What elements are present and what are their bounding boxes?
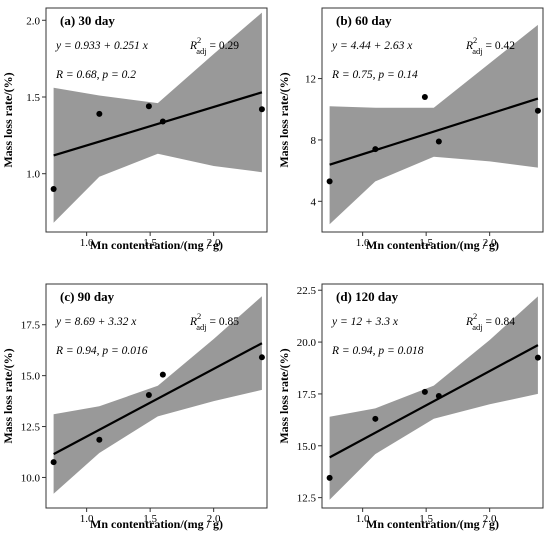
y-tick-label: 4 [311, 196, 317, 208]
y-tick-label: 22.5 [297, 285, 317, 297]
regression-equation: y = 4.44 + 2.63 x [331, 40, 413, 52]
x-tick-label: 2.0 [207, 237, 221, 249]
plot-frame [45, 283, 268, 509]
data-point-5 [258, 106, 265, 113]
r-squared-adjusted: R2 adj = 0.42 [465, 35, 515, 56]
data-point-1 [50, 186, 57, 193]
r-squared-adjusted: R2 adj = 0.84 [465, 311, 515, 332]
x-axis-title: Mn contentration/(mg / g) [366, 238, 499, 252]
regression-line [329, 97, 539, 166]
r-p-values: R = 0.75, p = 0.14 [331, 69, 418, 81]
plot-frame [321, 7, 544, 233]
data-point-3 [145, 391, 152, 398]
r-p-values: R = 0.94, p = 0.018 [331, 345, 424, 357]
y-axis-title: Mass loss rate/(%) [277, 72, 291, 167]
data-point-4 [159, 118, 166, 125]
data-point-5 [534, 107, 541, 114]
panel-title: (c) 90 day [60, 289, 115, 304]
x-axis-title: Mn contentration/(mg / g) [90, 517, 223, 531]
panel-title: (d) 120 day [336, 289, 399, 304]
r-squared-adjusted: R2 adj = 0.85 [189, 311, 239, 332]
data-point-3 [145, 103, 152, 110]
x-tick-label: 1.0 [80, 237, 94, 249]
r-squared-adjusted: R2 adj = 0.29 [189, 35, 239, 56]
x-tick-label: 1.5 [143, 513, 157, 525]
panel-1: 1.0 1.5 2.01.01.52.0Mn contentration/(mg /… [1, 7, 268, 252]
confidence-band [329, 296, 538, 500]
y-tick-label: 12.5 [21, 422, 41, 434]
y-tick-label: 15.0 [21, 371, 41, 383]
plot-frame [45, 7, 268, 233]
panel-title: (b) 60 day [336, 13, 392, 28]
regression-line [53, 91, 263, 157]
x-tick-label: 2.0 [483, 237, 497, 249]
r-p-values: R = 0.68, p = 0.2 [55, 69, 136, 81]
data-point-4 [159, 371, 166, 378]
data-point-2 [96, 110, 103, 117]
x-tick-label: 2.0 [483, 513, 497, 525]
data-point-4 [435, 393, 442, 399]
regression-line [53, 342, 263, 456]
panel-2: 1.0 1.5 2.0 4 8 12 Mn contentration/(mg / g) Ma… [277, 7, 544, 252]
regression-equation: y = 8.69 + 3.32 x [55, 316, 137, 328]
x-tick-label: 1.5 [143, 237, 157, 249]
y-tick-label: 1.0 [26, 169, 40, 181]
regression-equation: y = 12 + 3.3 x [331, 316, 399, 328]
data-point-2 [372, 415, 379, 422]
y-tick-label: 15.0 [297, 441, 317, 453]
x-axis-title: Mn contentration/(mg / g) [90, 238, 223, 252]
data-point-2 [372, 146, 379, 153]
x-tick-label: 1.0 [80, 513, 94, 525]
x-tick-label: 1.0 [356, 513, 370, 525]
regression-equation: y = 0.933 + 0.251 x [55, 40, 149, 52]
y-tick-label: 8 [311, 135, 317, 147]
y-tick-label: 1.5 [26, 92, 40, 104]
data-point-1 [326, 178, 333, 185]
y-axis-title: Mass loss rate/(%) [277, 348, 291, 443]
y-tick-label: 12 [305, 74, 316, 86]
regression-line [329, 344, 539, 459]
data-point-3 [421, 93, 428, 100]
y-tick-label: 17.5 [297, 389, 317, 401]
x-tick-label: 1.5 [419, 237, 433, 249]
y-axis-title: Mass loss rate/(%) [1, 348, 15, 443]
panel-4: 1.0 1.5 2.0 12.5 15.0 17.5 20.0 22.5 Mn contentr… [277, 283, 544, 531]
data-point-5 [258, 354, 265, 361]
confidence-band [329, 24, 538, 225]
y-tick-label: 17.5 [21, 320, 41, 332]
x-tick-label: 1.0 [356, 237, 370, 249]
y-tick-label: 12.5 [297, 493, 317, 505]
plot-frame [321, 283, 544, 509]
r-p-values: R = 0.94, p = 0.016 [55, 345, 148, 357]
x-tick-label: 1.5 [419, 513, 433, 525]
data-point-3 [421, 388, 428, 395]
data-point-1 [326, 474, 333, 481]
x-axis-title: Mn contentration/(mg / g) [366, 517, 499, 531]
panel-3: 1.0 1.5 2.0 10.0 12.5 15.0 17.5 Mn contentratio… [1, 283, 268, 531]
confidence-band [53, 296, 262, 494]
confidence-band [53, 12, 262, 223]
y-axis-title: Mass loss rate/(%) [1, 72, 15, 167]
y-tick-label: 20.0 [297, 337, 317, 349]
data-point-1 [50, 459, 57, 466]
y-tick-label: 10.0 [21, 472, 41, 484]
data-point-2 [96, 436, 103, 443]
panel-title: (a) 30 day [60, 13, 115, 28]
x-tick-label: 2.0 [207, 513, 221, 525]
y-tick-label: 2.0 [26, 15, 40, 27]
data-point-5 [534, 354, 541, 361]
data-point-4 [435, 138, 442, 145]
